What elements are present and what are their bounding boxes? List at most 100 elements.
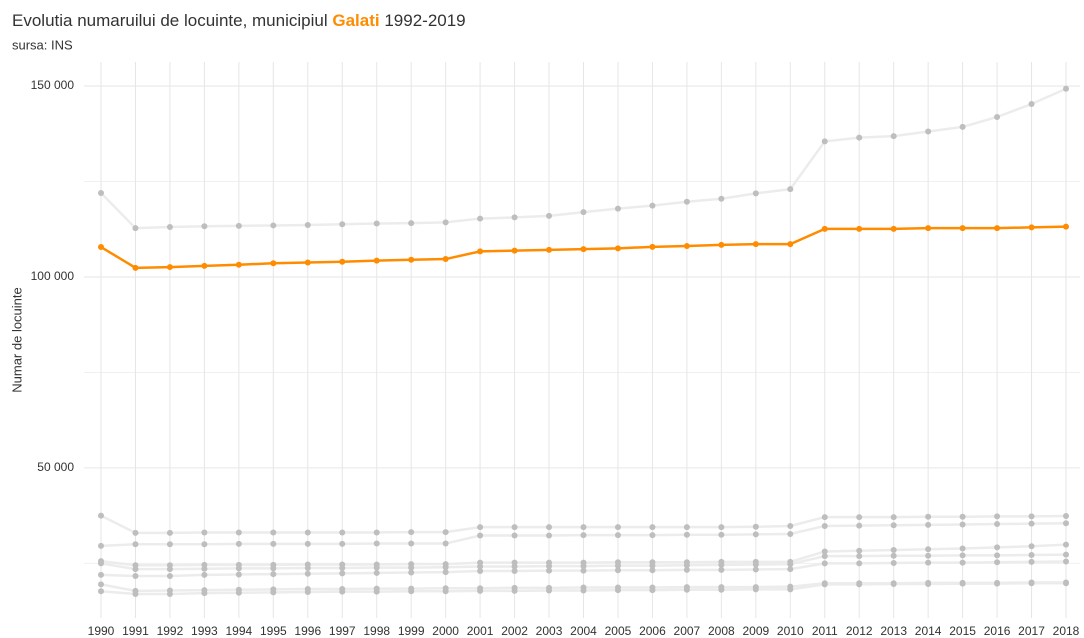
data-point bbox=[752, 566, 759, 573]
data-point bbox=[201, 529, 208, 536]
data-point bbox=[821, 581, 828, 588]
title-end: 1992-2019 bbox=[384, 11, 465, 30]
x-tick-label: 1993 bbox=[191, 624, 218, 638]
x-tick-label: 1999 bbox=[398, 624, 425, 638]
data-point bbox=[718, 566, 725, 573]
data-point bbox=[546, 524, 553, 531]
data-point bbox=[580, 209, 587, 216]
x-tick-label: 2016 bbox=[984, 624, 1011, 638]
data-point bbox=[546, 587, 553, 594]
data-point bbox=[511, 524, 518, 531]
data-point bbox=[1063, 551, 1069, 558]
data-point bbox=[304, 222, 311, 229]
data-point bbox=[442, 540, 449, 547]
data-point bbox=[442, 564, 449, 571]
data-point bbox=[1028, 513, 1035, 520]
data-point bbox=[511, 587, 518, 594]
data-point bbox=[304, 570, 311, 577]
data-point bbox=[752, 241, 759, 248]
data-point bbox=[442, 529, 449, 536]
data-point bbox=[856, 553, 863, 560]
data-point bbox=[959, 123, 966, 130]
data-point bbox=[408, 529, 415, 536]
y-axis-label: Numar de locuinte bbox=[9, 287, 24, 393]
data-point bbox=[201, 590, 208, 597]
data-point bbox=[649, 587, 656, 594]
data-point bbox=[683, 198, 690, 205]
data-point bbox=[614, 205, 621, 212]
data-point bbox=[821, 514, 828, 521]
data-point bbox=[546, 246, 553, 253]
data-point bbox=[339, 540, 346, 547]
data-point bbox=[1028, 558, 1035, 565]
data-point bbox=[408, 588, 415, 595]
data-point bbox=[339, 221, 346, 228]
data-point bbox=[752, 561, 759, 568]
data-point bbox=[408, 564, 415, 571]
data-point bbox=[614, 524, 621, 531]
data-point bbox=[477, 568, 484, 575]
data-point bbox=[787, 186, 794, 193]
data-point bbox=[546, 532, 553, 539]
x-tick-label: 1991 bbox=[122, 624, 149, 638]
data-point bbox=[752, 190, 759, 197]
data-point bbox=[890, 514, 897, 521]
data-point bbox=[683, 531, 690, 538]
data-point bbox=[683, 566, 690, 573]
data-point bbox=[718, 531, 725, 538]
data-point bbox=[821, 553, 828, 560]
x-tick-label: 1994 bbox=[226, 624, 253, 638]
data-point bbox=[994, 521, 1001, 528]
data-point bbox=[1063, 541, 1069, 548]
data-point bbox=[1028, 101, 1035, 108]
data-point bbox=[442, 256, 449, 263]
data-point bbox=[132, 264, 139, 271]
data-point bbox=[477, 248, 484, 255]
data-point bbox=[1063, 85, 1069, 92]
x-tick-label: 2018 bbox=[1053, 624, 1080, 638]
data-point bbox=[614, 567, 621, 574]
chart-subtitle: sursa: INS bbox=[12, 37, 73, 52]
data-point bbox=[1028, 543, 1035, 550]
data-point bbox=[994, 225, 1001, 232]
data-point bbox=[959, 521, 966, 528]
data-point bbox=[132, 541, 139, 548]
data-point bbox=[925, 225, 932, 232]
data-point bbox=[132, 590, 139, 597]
data-point bbox=[718, 586, 725, 593]
data-point bbox=[649, 243, 656, 250]
data-point bbox=[890, 547, 897, 554]
data-point bbox=[649, 567, 656, 574]
data-point bbox=[994, 544, 1001, 551]
data-point bbox=[304, 589, 311, 596]
data-point bbox=[166, 264, 173, 271]
data-point bbox=[580, 524, 587, 531]
data-point bbox=[511, 563, 518, 570]
data-point bbox=[787, 566, 794, 573]
data-point bbox=[856, 514, 863, 521]
y-tick-label: 100 000 bbox=[31, 269, 75, 283]
data-point bbox=[994, 113, 1001, 120]
title-highlight: Galati bbox=[332, 11, 379, 30]
data-point bbox=[580, 532, 587, 539]
data-point bbox=[959, 513, 966, 520]
data-point bbox=[477, 587, 484, 594]
data-point bbox=[477, 524, 484, 531]
x-tick-label: 1995 bbox=[260, 624, 287, 638]
data-point bbox=[856, 547, 863, 554]
x-tick-label: 2000 bbox=[432, 624, 459, 638]
data-point bbox=[98, 588, 104, 595]
data-point bbox=[166, 223, 173, 230]
data-point bbox=[614, 587, 621, 594]
data-point bbox=[166, 572, 173, 579]
x-tick-label: 2001 bbox=[467, 624, 494, 638]
data-point bbox=[408, 220, 415, 227]
data-point bbox=[718, 241, 725, 248]
x-tick-label: 1992 bbox=[157, 624, 184, 638]
x-tick-label: 2010 bbox=[777, 624, 804, 638]
data-point bbox=[787, 241, 794, 248]
data-point bbox=[235, 540, 242, 547]
data-point bbox=[1028, 520, 1035, 527]
data-point bbox=[339, 529, 346, 536]
data-point bbox=[683, 243, 690, 250]
